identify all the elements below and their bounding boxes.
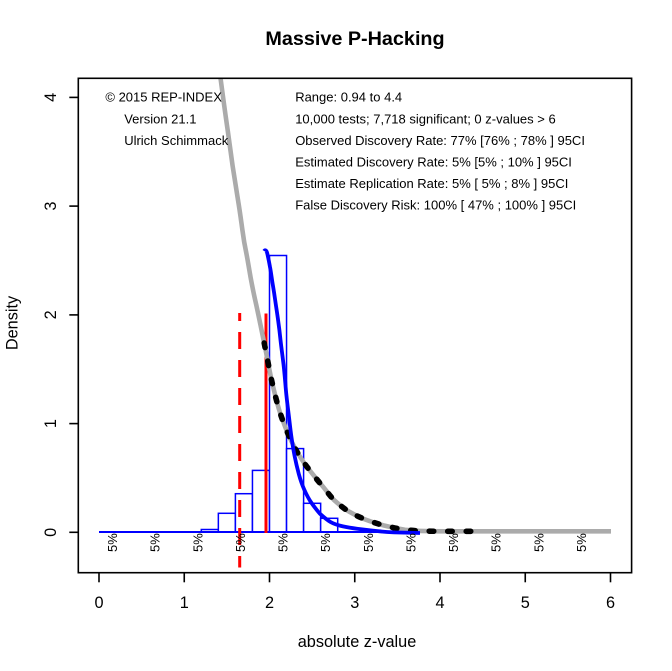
- svg-text:5: 5: [521, 594, 530, 612]
- svg-text:4: 4: [435, 594, 444, 612]
- svg-text:1: 1: [180, 594, 189, 612]
- svg-text:Estimated Discovery Rate: 5% [: Estimated Discovery Rate: 5% [5% ; 10% ]…: [295, 155, 572, 170]
- svg-text:© 2015 REP-INDEX: © 2015 REP-INDEX: [105, 90, 222, 105]
- svg-text:False Discovery Risk: 100% [ 4: False Discovery Risk: 100% [ 47% ; 100% …: [295, 198, 576, 213]
- svg-text:5%: 5%: [190, 533, 205, 552]
- svg-text:5%: 5%: [446, 533, 461, 552]
- svg-text:absolute z-value: absolute z-value: [298, 633, 417, 651]
- svg-text:2: 2: [42, 310, 60, 319]
- svg-text:4: 4: [42, 93, 60, 102]
- svg-text:5%: 5%: [531, 533, 546, 552]
- svg-text:Version 21.1: Version 21.1: [124, 111, 196, 126]
- svg-text:Density: Density: [4, 295, 22, 350]
- svg-text:5%: 5%: [318, 533, 333, 552]
- svg-text:Massive P-Hacking: Massive P-Hacking: [265, 28, 444, 50]
- svg-text:5%: 5%: [574, 533, 589, 552]
- svg-text:Range: 0.94 to 4.4: Range: 0.94 to 4.4: [295, 90, 402, 105]
- svg-text:5%: 5%: [361, 533, 376, 552]
- svg-text:5%: 5%: [276, 533, 291, 552]
- svg-text:Estimate Replication Rate: 5%: Estimate Replication Rate: 5% [ 5% ; 8% …: [295, 176, 568, 191]
- svg-text:3: 3: [350, 594, 359, 612]
- svg-text:0: 0: [42, 528, 60, 537]
- svg-text:Observed Discovery Rate: 77% [: Observed Discovery Rate: 77% [76% ; 78% …: [295, 133, 585, 148]
- svg-text:5%: 5%: [489, 533, 504, 552]
- svg-text:5%: 5%: [105, 533, 120, 552]
- svg-text:Ulrich Schimmack: Ulrich Schimmack: [124, 133, 229, 148]
- svg-text:1: 1: [42, 419, 60, 428]
- svg-text:0: 0: [94, 594, 103, 612]
- svg-text:6: 6: [606, 594, 615, 612]
- svg-text:2: 2: [265, 594, 274, 612]
- svg-text:3: 3: [42, 202, 60, 211]
- svg-text:5%: 5%: [148, 533, 163, 552]
- svg-text:5%: 5%: [403, 533, 418, 552]
- svg-text:5%: 5%: [233, 533, 248, 552]
- svg-text:10,000 tests; 7,718 significan: 10,000 tests; 7,718 significant; 0 z-val…: [295, 111, 556, 126]
